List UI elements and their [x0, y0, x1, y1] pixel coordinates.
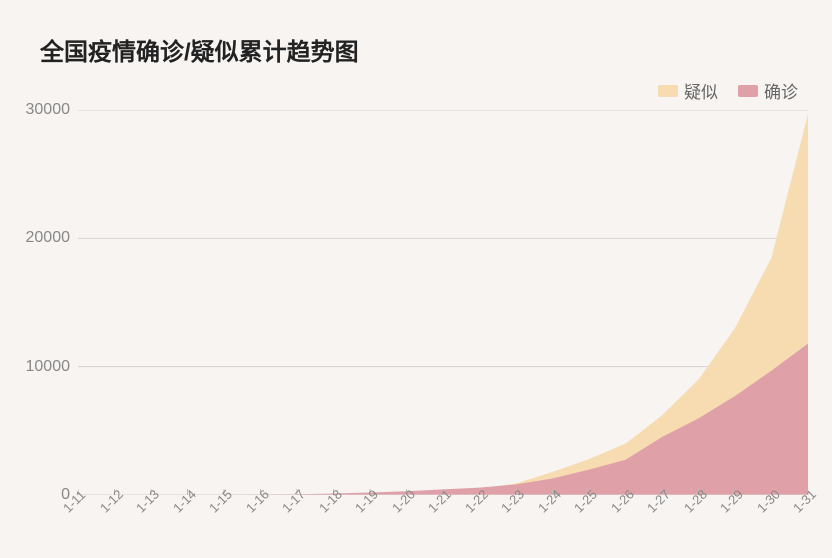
legend: 疑似 确诊	[658, 78, 798, 103]
legend-label: 确诊	[764, 78, 798, 103]
legend-swatch	[658, 85, 678, 97]
chart-svg	[78, 110, 808, 495]
chart-title: 全国疫情确诊/疑似累计趋势图	[40, 32, 359, 67]
legend-swatch	[738, 85, 758, 97]
y-tick-label: 20000	[26, 229, 71, 247]
plot-area	[78, 110, 808, 495]
legend-item: 疑似	[658, 78, 718, 103]
y-axis: 0100002000030000	[8, 110, 78, 495]
y-tick-label: 10000	[26, 358, 71, 376]
legend-label: 疑似	[684, 78, 718, 103]
area-chart: 0100002000030000 1-111-121-131-141-151-1…	[8, 110, 808, 540]
y-tick-label: 30000	[26, 101, 71, 119]
x-axis: 1-111-121-131-141-151-161-171-181-191-20…	[78, 495, 808, 540]
legend-item: 确诊	[738, 78, 798, 103]
